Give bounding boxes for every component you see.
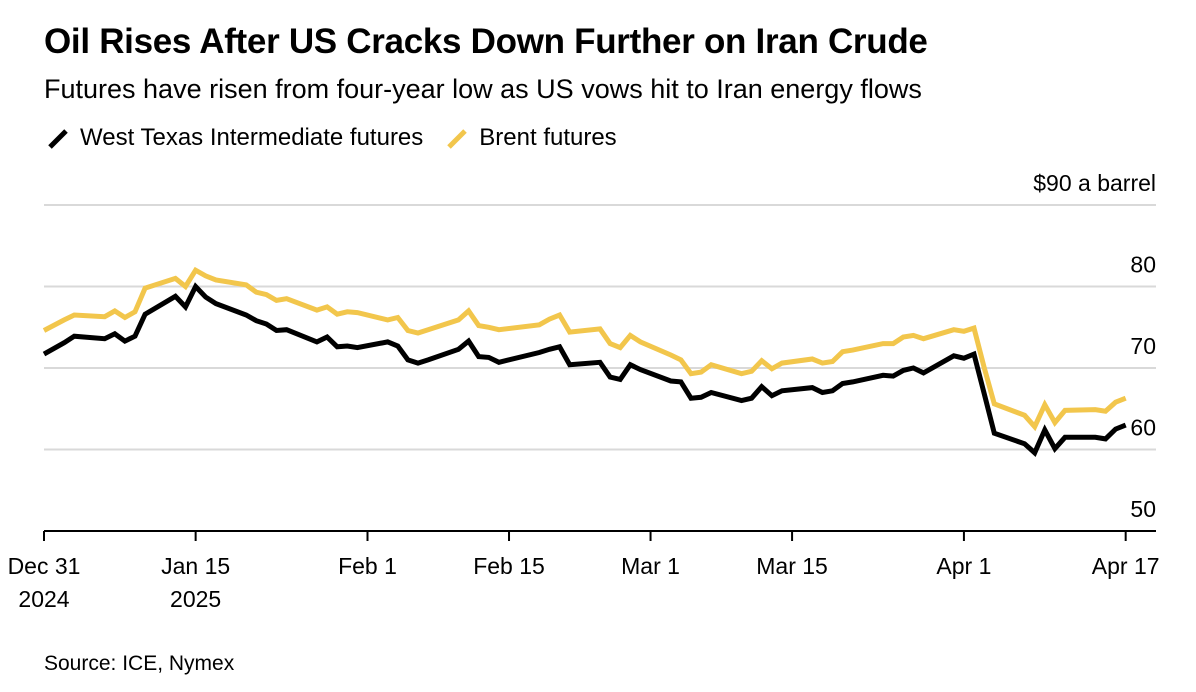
- legend-item-wti: West Texas Intermediate futures: [46, 124, 423, 152]
- legend: West Texas Intermediate futures Brent fu…: [46, 122, 639, 154]
- x-tick-label-3: Feb 15: [473, 553, 545, 579]
- brent-series-line: [42, 266, 1127, 432]
- y-tick-label-90: $90 a barrel: [1033, 170, 1156, 196]
- legend-label-wti: West Texas Intermediate futures: [80, 124, 424, 151]
- legend-item-brent: Brent futures: [445, 124, 617, 152]
- x-tick-label-2: Feb 1: [338, 553, 397, 579]
- wti-series-line: [42, 282, 1127, 457]
- x-tick-label-0: Dec 31: [8, 553, 81, 579]
- x-tick-label-7: Apr 17: [1092, 553, 1160, 579]
- chart-title: Oil Rises After US Cracks Down Further o…: [44, 22, 928, 61]
- x-tick-label-1-year: 2025: [170, 586, 221, 612]
- y-tick-label-70: 70: [1130, 333, 1156, 359]
- x-tick-label-4: Mar 1: [621, 553, 680, 579]
- x-tick-label-0-year: 2024: [18, 586, 69, 612]
- x-tick-label-5: Mar 15: [756, 553, 828, 579]
- y-tick-label-50: 50: [1130, 496, 1156, 522]
- legend-swatch-brent: [447, 129, 468, 149]
- source-note: Source: ICE, Nymex: [44, 652, 235, 675]
- legend-label-brent: Brent futures: [479, 124, 617, 151]
- chart-subtitle: Futures have risen from four-year low as…: [44, 74, 922, 104]
- legend-swatch-wti: [48, 129, 68, 149]
- y-tick-label-80: 80: [1130, 252, 1156, 278]
- y-tick-label-60: 60: [1130, 415, 1156, 441]
- x-tick-label-6: Apr 1: [936, 553, 991, 579]
- x-tick-label-1: Jan 15: [161, 553, 230, 579]
